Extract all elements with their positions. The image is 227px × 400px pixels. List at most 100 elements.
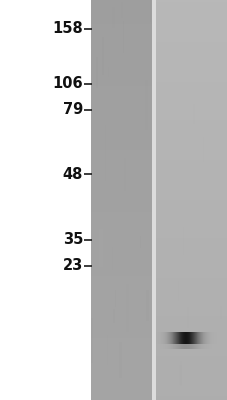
Bar [155,374,227,376]
Bar [91,336,151,338]
Text: 35: 35 [63,232,83,248]
Bar [155,344,156,349]
Bar [209,344,210,349]
Bar [155,268,227,270]
Bar [112,310,114,323]
Bar [91,392,151,394]
Bar [163,344,164,349]
Bar [207,344,208,349]
Bar [155,88,227,90]
Bar [95,57,98,88]
Bar [91,268,151,270]
Bar [200,332,201,344]
Bar [91,40,151,42]
Bar [91,172,151,174]
Bar [157,332,158,344]
Bar [189,332,190,344]
Bar [182,227,183,256]
Bar [91,96,151,98]
Bar [91,318,93,363]
Bar [184,332,185,344]
Bar [202,344,203,349]
Bar [91,226,151,228]
Bar [91,92,151,94]
Bar [91,100,151,102]
Bar [155,162,227,164]
Bar [91,238,151,240]
Bar [155,80,227,82]
Bar [208,344,209,349]
Bar [91,62,151,64]
Bar [155,82,227,84]
Bar [158,344,159,349]
Bar [91,366,151,368]
Bar [155,372,227,374]
Bar [155,232,227,234]
Bar [91,384,151,386]
Bar [185,332,186,344]
Bar [155,258,227,260]
Bar [210,344,211,349]
Bar [155,278,227,280]
Bar [102,37,104,75]
Bar [91,90,151,92]
Bar [200,344,201,349]
Bar [159,332,160,344]
Bar [155,366,227,368]
Bar [215,275,217,305]
Bar [91,146,151,148]
Bar [160,332,161,344]
Bar [155,368,227,370]
Bar [197,344,198,349]
Bar [196,332,197,344]
Bar [91,394,151,396]
Bar [155,178,227,180]
Bar [91,200,151,202]
Bar [122,21,123,53]
Bar [190,332,191,344]
Bar [155,122,227,124]
Bar [219,59,221,66]
Bar [190,344,191,349]
Bar [217,128,218,156]
Bar [91,254,151,256]
Bar [91,368,151,370]
Bar [159,344,160,349]
Bar [91,320,151,322]
Bar [155,64,227,66]
Bar [155,182,227,184]
Bar [203,332,204,344]
Bar [155,310,227,312]
Bar [198,344,199,349]
Bar [139,236,141,248]
Bar [91,326,151,328]
Bar [155,198,227,200]
Bar [155,26,227,28]
Bar [91,280,151,282]
Bar [155,356,227,358]
Bar [155,254,227,256]
Bar [91,88,151,90]
Bar [155,196,227,198]
Bar [164,344,165,349]
Bar [155,106,227,108]
Bar [120,202,122,254]
Bar [99,229,102,268]
Bar [91,212,151,214]
Bar [91,196,151,198]
Bar [155,272,227,274]
Bar [91,58,151,60]
Bar [170,5,171,32]
Bar [91,274,151,276]
Bar [91,140,151,142]
Bar [91,130,151,132]
Bar [91,8,151,10]
Bar [91,86,151,88]
Bar [155,294,227,296]
Bar [112,6,114,28]
Bar [91,372,151,374]
Bar [155,380,227,382]
Bar [173,332,174,344]
Bar [192,332,193,344]
Bar [120,2,123,18]
